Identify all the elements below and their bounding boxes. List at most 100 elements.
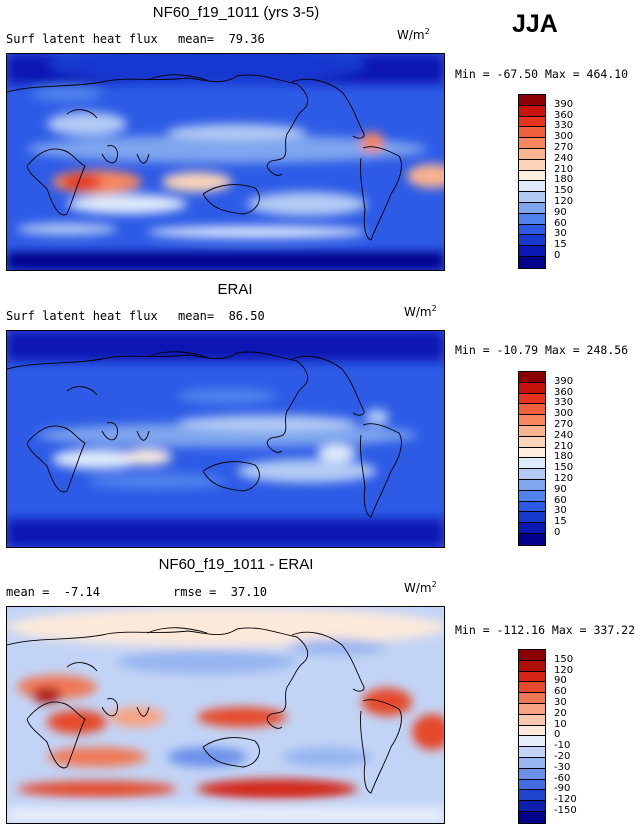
panel-2-title: ERAI: [217, 281, 253, 298]
colorbar-tick-label: -60: [554, 772, 571, 784]
colorbar-tick-label: 300: [554, 408, 574, 420]
colorbar-box: [519, 801, 545, 812]
colorbar-box: [519, 447, 545, 459]
colorbar-tick-label: 15: [554, 239, 567, 251]
colorbar-box: [519, 533, 545, 545]
colorbar-tick-label: 90: [554, 483, 567, 495]
colorbar-box: [519, 372, 545, 383]
colorbar-tick-label: 120: [554, 196, 574, 207]
panel-3-map: [6, 606, 445, 824]
panel-1-field-label: Surf latent heat flux: [6, 32, 158, 46]
colorbar-tick-label: 360: [554, 109, 574, 121]
colorbar-box: [519, 779, 545, 791]
season-label: JJA: [512, 10, 558, 38]
panel-1-colorbar: [518, 94, 546, 269]
colorbar-tick-label: 210: [554, 440, 574, 452]
colorbar-box: [519, 436, 545, 448]
panel-2-colorbar-ticks: 390 360 330 300 270 240 210 180 150 120 …: [554, 371, 594, 546]
colorbar-tick-label: 330: [554, 120, 574, 132]
panel-1-title: NF60_f19_1011 (yrs 3-5): [152, 4, 320, 21]
colorbar-tick-label: 20: [554, 707, 567, 719]
panel-2-map: [6, 330, 445, 548]
colorbar-box: [519, 501, 545, 513]
panel-1-mean-label: mean= 79.36: [178, 32, 265, 46]
colorbar-box: [519, 159, 545, 171]
colorbar-tick-label: 180: [554, 451, 574, 463]
colorbar-box: [519, 213, 545, 225]
panel-3-rmse-label: rmse = 37.10: [173, 585, 267, 599]
colorbar-tick-label: 60: [554, 217, 567, 229]
colorbar-tick-label: 60: [554, 494, 567, 506]
panel-2-minmax: Min = -10.79 Max = 248.56: [455, 343, 629, 357]
panel-3-mean-label: mean = -7.14: [6, 585, 100, 599]
panel-1-units: W/m2: [397, 27, 430, 42]
colorbar-tick-label: -30: [554, 761, 571, 773]
colorbar-box: [519, 382, 545, 394]
colorbar-box: [519, 650, 545, 661]
colorbar-tick-label: 0: [554, 250, 561, 261]
colorbar-box: [519, 127, 545, 139]
colorbar-tick-label: 10: [554, 718, 567, 730]
colorbar-tick-label: 270: [554, 419, 574, 430]
colorbar-tick-label: 210: [554, 163, 574, 175]
panel-2-field-label: Surf latent heat flux: [6, 309, 158, 323]
colorbar-tick-label: 270: [554, 142, 574, 153]
colorbar-box: [519, 404, 545, 416]
colorbar-tick-label: 0: [554, 527, 561, 538]
panel-1-colorbar-ticks: 390 360 330 300 270 240 210 180 150 120 …: [554, 94, 594, 269]
colorbar-box: [519, 393, 545, 405]
colorbar-tick-label: 30: [554, 228, 567, 240]
colorbar-box: [519, 512, 545, 524]
colorbar-box: [519, 224, 545, 236]
colorbar-tick-label: 60: [554, 686, 567, 698]
colorbar-box: [519, 170, 545, 182]
colorbar-box: [519, 693, 545, 704]
panel-1-minmax: Min = -67.50 Max = 464.10: [455, 67, 629, 81]
colorbar-box: [519, 725, 545, 737]
colorbar-box: [519, 490, 545, 502]
colorbar-tick-label: 360: [554, 386, 574, 398]
colorbar-box: [519, 192, 545, 203]
colorbar-tick-label: 90: [554, 206, 567, 218]
colorbar-tick-label: 0: [554, 729, 561, 741]
panel-3-colorbar-ticks: 150 120 90 60 30 20 10 0 -10 -20 -30 -60…: [554, 649, 594, 824]
panel-3-minmax: Min = -112.16 Max = 337.22: [455, 623, 636, 637]
colorbar-tick-label: 240: [554, 429, 574, 441]
colorbar-box: [519, 256, 545, 268]
colorbar-box: [519, 757, 545, 769]
colorbar-tick-label: 300: [554, 131, 574, 143]
colorbar-box: [519, 747, 545, 758]
colorbar-tick-label: 120: [554, 473, 574, 484]
colorbar-box: [519, 682, 545, 694]
colorbar-box: [519, 479, 545, 491]
panel-3-units: W/m2: [404, 580, 437, 595]
colorbar-box: [519, 415, 545, 426]
colorbar-box: [519, 714, 545, 726]
colorbar-box: [519, 790, 545, 802]
colorbar-tick-label: 30: [554, 505, 567, 517]
panel-1-map: [6, 53, 445, 271]
colorbar-tick-label: 150: [554, 653, 574, 665]
colorbar-box: [519, 523, 545, 534]
colorbar-box: [519, 148, 545, 160]
colorbar-tick-label: 15: [554, 516, 567, 528]
colorbar-box: [519, 181, 545, 193]
colorbar-tick-label: 120: [554, 664, 574, 676]
colorbar-tick-label: 30: [554, 697, 567, 708]
colorbar-box: [519, 671, 545, 683]
colorbar-tick-label: -150: [554, 805, 577, 816]
colorbar-box: [519, 202, 545, 214]
colorbar-box: [519, 768, 545, 780]
panel-2-mean-label: mean= 86.50: [178, 309, 265, 323]
colorbar-tick-label: -20: [554, 751, 571, 762]
colorbar-tick-label: 390: [554, 98, 574, 110]
colorbar-tick-label: 90: [554, 675, 567, 687]
colorbar-box: [519, 811, 545, 823]
colorbar-box: [519, 105, 545, 117]
colorbar-box: [519, 138, 545, 149]
colorbar-box: [519, 469, 545, 480]
colorbar-box: [519, 458, 545, 470]
colorbar-box: [519, 660, 545, 672]
colorbar-tick-label: 180: [554, 174, 574, 186]
colorbar-box: [519, 235, 545, 247]
